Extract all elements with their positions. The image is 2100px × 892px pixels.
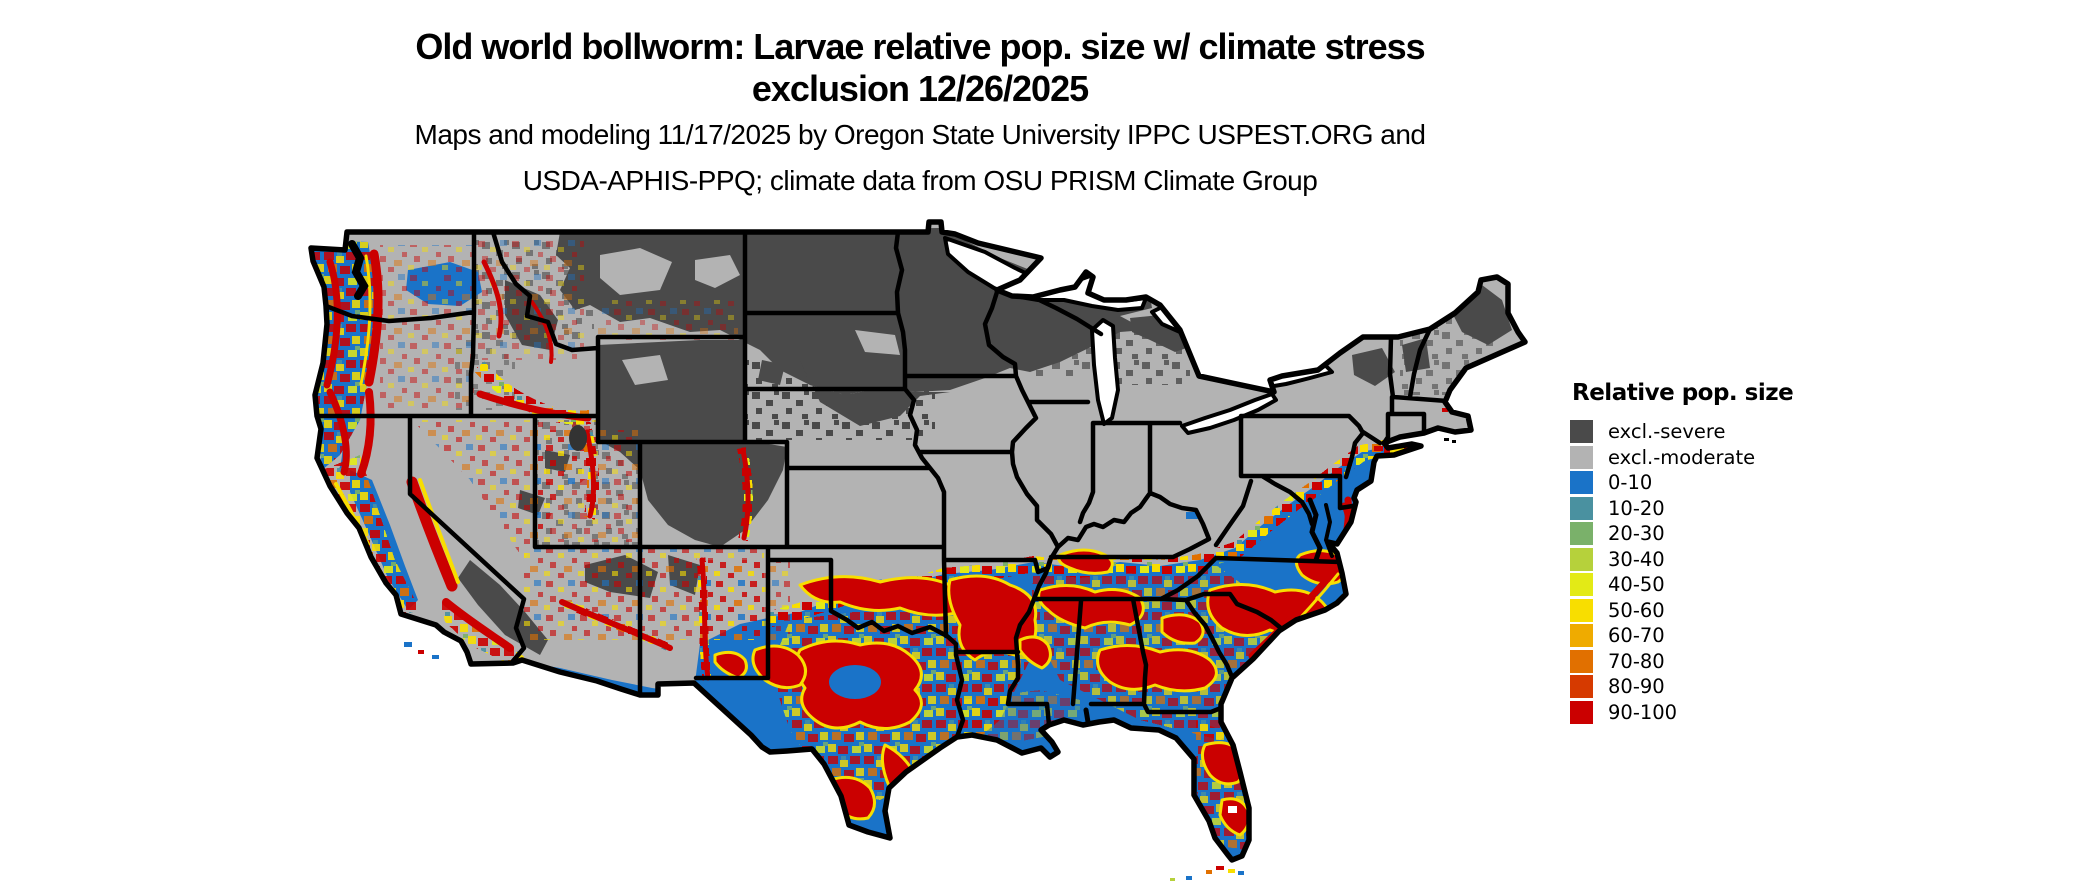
- legend-item: excl.-moderate: [1570, 445, 1793, 469]
- legend-item-label: 20-30: [1608, 522, 1665, 545]
- state-borders: [314, 229, 1450, 740]
- page-subtitle-line1: Maps and modeling 11/17/2025 by Oregon S…: [414, 119, 1426, 150]
- legend-swatch: [1570, 522, 1593, 545]
- legend-swatch: [1570, 598, 1593, 622]
- chesapeake-bay-east: [1323, 503, 1334, 558]
- west-speckle-zones: [380, 240, 790, 640]
- legend-item-label: 30-40: [1608, 547, 1665, 571]
- legend-item-label: 40-50: [1608, 573, 1665, 596]
- legend-item: 80-90: [1570, 675, 1793, 698]
- legend-item-label: excl.-severe: [1608, 420, 1726, 443]
- legend-swatch: [1570, 445, 1593, 469]
- legend-swatch: [1570, 624, 1593, 647]
- page-title-line2: exclusion 12/26/2025: [751, 68, 1089, 109]
- legend-item: 0-10: [1570, 471, 1793, 494]
- legend-title: Relative pop. size: [1572, 380, 1794, 406]
- legend-item-label: 0-10: [1608, 471, 1653, 494]
- legend-item: 90-100: [1570, 700, 1793, 724]
- lake-okeechobee: [1228, 806, 1237, 813]
- us-map: [300, 213, 1545, 885]
- legend-item: 40-50: [1570, 573, 1793, 596]
- puget-sound: [348, 240, 369, 300]
- page-title-line1: Old world bollworm: Larvae relative pop.…: [415, 26, 1425, 67]
- legend-item-label: 60-70: [1608, 624, 1665, 647]
- legend-swatch: [1570, 649, 1593, 673]
- mobile-bay: [1083, 707, 1091, 725]
- legend-item-label: 50-60: [1608, 598, 1665, 622]
- chesapeake-bay: [1307, 497, 1323, 563]
- legend-item-label: 70-80: [1608, 649, 1665, 673]
- moderate-patches: [600, 248, 900, 385]
- legend-swatch: [1570, 573, 1593, 596]
- legend-item-label: 90-100: [1608, 700, 1678, 724]
- lake-erie: [1180, 392, 1278, 435]
- legend-item-label: 80-90: [1608, 675, 1665, 698]
- central-texas-blue-hole: [829, 665, 881, 699]
- legend-swatch: [1570, 547, 1593, 571]
- legend-item-label: 10-20: [1608, 496, 1665, 520]
- legend-item: 30-40: [1570, 547, 1793, 571]
- offshore-islands: [404, 438, 1456, 881]
- legend-item: 20-30: [1570, 522, 1793, 545]
- map-legend: Relative pop. size excl.-severe excl.-mod…: [1570, 380, 1794, 726]
- legend-swatch: [1570, 420, 1593, 443]
- lake-michigan: [1090, 318, 1120, 426]
- legend-item: 60-70: [1570, 624, 1793, 647]
- page-subtitle: Maps and modeling 11/17/2025 by Oregon S…: [0, 112, 1840, 204]
- page-title: Old world bollworm: Larvae relative pop.…: [0, 26, 1840, 110]
- legend-item: 50-60: [1570, 598, 1793, 622]
- legend-swatch: [1570, 700, 1593, 724]
- legend-swatch: [1570, 496, 1593, 520]
- legend-item-label: excl.-moderate: [1608, 445, 1756, 469]
- page-subtitle-line2: USDA-APHIS-PPQ; climate data from OSU PR…: [522, 165, 1318, 196]
- legend-item: 10-20: [1570, 496, 1793, 520]
- legend-item: excl.-severe: [1570, 420, 1793, 443]
- legend-swatch: [1570, 675, 1593, 698]
- great-salt-lake: [569, 425, 587, 451]
- legend-swatch: [1570, 471, 1593, 494]
- legend-item: 70-80: [1570, 649, 1793, 673]
- legend-items: excl.-severe excl.-moderate 0-10 10-20 20-30…: [1570, 420, 1793, 724]
